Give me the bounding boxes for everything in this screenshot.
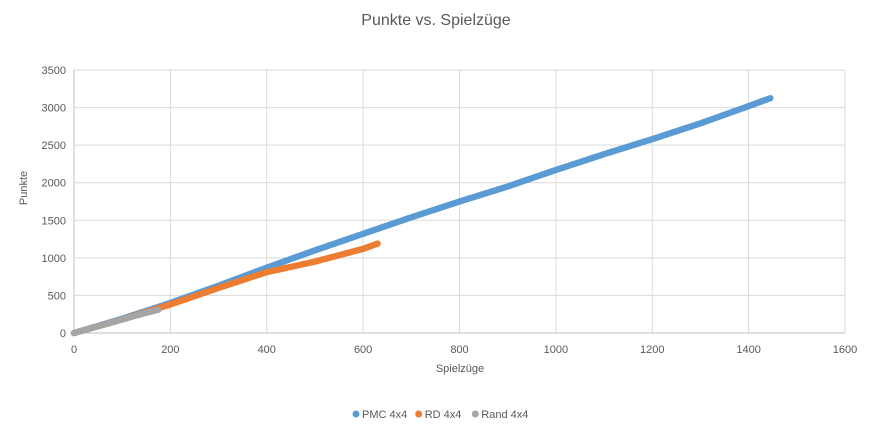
legend-label: Rand 4x4 <box>481 409 528 421</box>
legend-item: Rand 4x4 <box>471 409 528 421</box>
y-tick-label: 2500 <box>42 140 66 152</box>
x-tick-label: 0 <box>71 344 77 356</box>
chart-title: Punkte vs. Spielzüge <box>361 12 511 29</box>
legend: PMC 4x4 RD 4x4 Rand 4x4 <box>352 409 528 421</box>
data-point <box>374 240 381 247</box>
data-point <box>155 306 162 313</box>
y-tick-label: 0 <box>60 328 66 340</box>
legend-item: RD 4x4 <box>415 409 461 421</box>
y-tick-label: 1000 <box>42 253 66 265</box>
y-tick-label: 500 <box>48 290 66 302</box>
y-tick-labels: 0 500 1000 1500 2000 2500 3000 3500 <box>42 65 66 340</box>
y-tick-label: 1500 <box>42 215 66 227</box>
legend-item: PMC 4x4 <box>352 409 407 421</box>
legend-label: RD 4x4 <box>425 409 462 421</box>
data-marks <box>70 94 774 337</box>
y-tick-label: 3000 <box>42 103 66 115</box>
legend-label: PMC 4x4 <box>362 409 407 421</box>
x-tick-label: 1000 <box>544 344 568 356</box>
y-axis-label: Punkte <box>18 171 30 205</box>
series-rand-4x4 <box>70 306 162 337</box>
x-tick-label: 200 <box>161 344 179 356</box>
legend-marker <box>471 410 479 418</box>
legend-marker <box>352 410 360 418</box>
legend-marker <box>415 410 423 418</box>
y-tick-label: 3500 <box>42 65 66 77</box>
data-point <box>767 94 774 102</box>
x-tick-label: 1600 <box>833 344 857 356</box>
x-tick-label: 1200 <box>640 344 664 356</box>
x-tick-label: 800 <box>450 344 468 356</box>
x-tick-label: 1400 <box>736 344 760 356</box>
y-tick-label: 2000 <box>42 178 66 190</box>
x-tick-labels: 0 200 400 600 800 1000 1200 1400 1600 <box>71 344 857 356</box>
x-tick-label: 400 <box>258 344 276 356</box>
x-axis-label: Spielzüge <box>436 363 484 375</box>
x-tick-label: 600 <box>354 344 372 356</box>
